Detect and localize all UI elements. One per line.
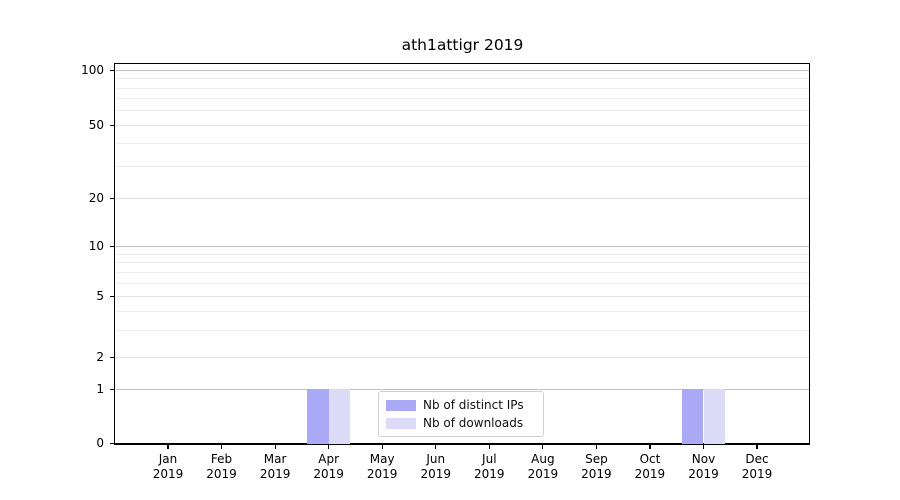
bar-distinct-ips-apr xyxy=(307,389,329,444)
x-tick-mar xyxy=(274,444,276,449)
gridline-y-50 xyxy=(116,125,809,126)
y-tick-label-2: 2 xyxy=(96,350,104,364)
x-tick-label-aug: Aug 2019 xyxy=(527,452,559,481)
y-tick-label-50: 50 xyxy=(88,118,104,132)
y-tick-50 xyxy=(110,124,115,126)
gridline-y-1 xyxy=(116,389,809,390)
x-tick-label-sep: Sep 2019 xyxy=(581,452,612,481)
y-tick-label-1: 1 xyxy=(96,382,104,396)
gridline-y-minor-60 xyxy=(116,110,809,111)
legend: Nb of distinct IPs Nb of downloads xyxy=(378,391,544,437)
x-tick-label-jun: Jun 2019 xyxy=(420,452,452,481)
gridline-y-minor-70 xyxy=(116,98,809,99)
x-tick-label-jul: Jul 2019 xyxy=(474,452,505,481)
y-tick-label-0: 0 xyxy=(96,436,104,450)
x-tick-jan xyxy=(167,444,169,449)
y-tick-label-100: 100 xyxy=(81,63,104,77)
legend-item-downloads: Nb of downloads xyxy=(386,416,535,430)
x-tick-label-may: May 2019 xyxy=(366,452,398,481)
x-tick-dec xyxy=(756,444,758,449)
gridline-y-5 xyxy=(116,296,809,297)
x-tick-label-jan: Jan 2019 xyxy=(152,452,184,481)
legend-label-downloads: Nb of downloads xyxy=(423,416,524,430)
gridline-y-minor-9 xyxy=(116,254,809,255)
gridline-y-minor-40 xyxy=(116,143,809,144)
x-tick-label-nov: Nov 2019 xyxy=(688,452,719,481)
bar-distinct-ips-nov xyxy=(682,389,704,444)
x-tick-sep xyxy=(595,444,597,449)
gridline-y-minor-80 xyxy=(116,88,809,89)
gridline-y-10 xyxy=(116,246,809,247)
x-tick-jul xyxy=(488,444,490,449)
legend-item-distinct-ips: Nb of distinct IPs xyxy=(386,398,535,412)
x-tick-label-feb: Feb 2019 xyxy=(206,452,237,481)
legend-swatch-distinct-ips xyxy=(386,399,416,411)
y-tick-label-20: 20 xyxy=(88,191,104,205)
gridline-y-minor-30 xyxy=(116,166,809,167)
y-tick-10 xyxy=(110,245,115,247)
gridline-y-20 xyxy=(116,198,809,199)
gridline-y-minor-6 xyxy=(116,283,809,284)
chart-title: ath1attigr 2019 xyxy=(401,36,524,54)
bar-downloads-apr xyxy=(328,389,351,444)
legend-label-distinct-ips: Nb of distinct IPs xyxy=(423,398,524,412)
axis-spine-right xyxy=(809,63,811,444)
y-tick-label-5: 5 xyxy=(96,289,104,303)
x-tick-nov xyxy=(702,444,705,449)
x-tick-may xyxy=(381,444,383,449)
gridline-y-100 xyxy=(116,70,809,71)
x-tick-label-oct: Oct 2019 xyxy=(634,452,666,481)
x-tick-label-dec: Dec 2019 xyxy=(741,452,773,481)
y-tick-100 xyxy=(110,69,115,71)
x-tick-oct xyxy=(649,444,651,449)
y-tick-1 xyxy=(110,388,115,390)
axis-spine-top xyxy=(114,63,810,65)
gridline-y-2 xyxy=(116,357,809,358)
y-tick-2 xyxy=(110,356,115,358)
y-tick-20 xyxy=(110,197,115,199)
x-tick-apr xyxy=(328,444,330,449)
gridline-y-minor-4 xyxy=(116,311,809,312)
x-tick-label-apr: Apr 2019 xyxy=(313,452,344,481)
gridline-y-minor-3 xyxy=(116,330,809,331)
axis-spine-bottom xyxy=(114,443,810,445)
y-tick-0 xyxy=(110,442,115,444)
gridline-y-minor-90 xyxy=(116,78,809,79)
x-tick-jun xyxy=(435,444,437,449)
legend-swatch-downloads xyxy=(386,417,416,429)
y-tick-label-10: 10 xyxy=(88,239,104,253)
x-tick-feb xyxy=(220,444,223,449)
gridline-y-minor-7 xyxy=(116,272,809,273)
axis-spine-left xyxy=(114,63,116,444)
y-tick-5 xyxy=(110,295,115,297)
x-tick-label-mar: Mar 2019 xyxy=(259,452,291,481)
gridline-y-minor-8 xyxy=(116,262,809,263)
bar-downloads-nov xyxy=(703,389,725,444)
x-tick-aug xyxy=(542,444,544,449)
